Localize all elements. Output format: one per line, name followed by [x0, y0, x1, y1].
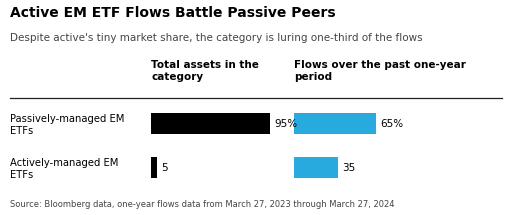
Text: Passively-managed EM
ETFs: Passively-managed EM ETFs	[10, 114, 124, 135]
Text: Active EM ETF Flows Battle Passive Peers: Active EM ETF Flows Battle Passive Peers	[10, 6, 336, 20]
Text: 35: 35	[343, 163, 356, 173]
Text: 5: 5	[161, 163, 168, 173]
Text: Source: Bloomberg data, one-year flows data from March 27, 2023 through March 27: Source: Bloomberg data, one-year flows d…	[10, 200, 395, 209]
Text: 95%: 95%	[274, 119, 297, 129]
Text: Total assets in the
category: Total assets in the category	[151, 60, 259, 82]
Text: Despite active's tiny market share, the category is luring one-third of the flow: Despite active's tiny market share, the …	[10, 33, 423, 43]
Text: 65%: 65%	[380, 119, 403, 129]
Text: Flows over the past one-year
period: Flows over the past one-year period	[294, 60, 466, 82]
Text: Actively-managed EM
ETFs: Actively-managed EM ETFs	[10, 158, 119, 180]
